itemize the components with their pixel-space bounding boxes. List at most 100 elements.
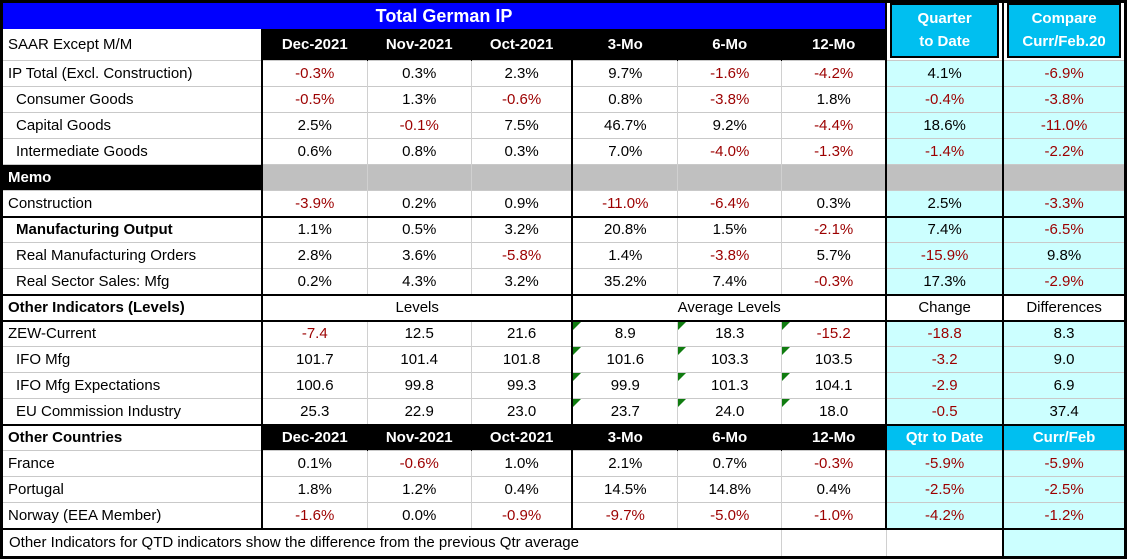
compare-value-cell: -2.2% [1002, 138, 1126, 165]
corner-marker-icon [574, 321, 582, 330]
value-cell: -0.9% [470, 502, 573, 529]
value-cell: 1.8% [261, 476, 368, 503]
table-row: ZEW-Current -7.4 12.5 21.6 8.9 18.3 -15.2 -18.8… [1, 320, 1126, 347]
corner-marker-icon [782, 347, 791, 355]
corner-marker-icon [782, 321, 791, 330]
compare-header-line1: Compare [1031, 10, 1097, 27]
value-cell: 101.7 [261, 346, 368, 373]
qtd-value-cell: -2.9 [885, 372, 1004, 399]
value-cell: 0.1% [261, 450, 368, 477]
table-row: Consumer Goods -0.5% 1.3% -0.6% 0.8% -3.8% 1.8… [1, 86, 1126, 113]
column-header-month-1: Nov-2021 [366, 29, 472, 61]
column-header-period-1: 6-Mo [677, 423, 782, 451]
value-cell: 1.2% [366, 476, 472, 503]
qtd-value-cell: 18.6% [885, 112, 1004, 139]
qtd-value-cell: -15.9% [885, 242, 1004, 269]
value-cell: 18.3 [677, 320, 782, 347]
value-cell: 0.3% [470, 138, 573, 165]
qtd-value-cell: -2.5% [885, 476, 1004, 503]
compare-value-cell: 9.8% [1002, 242, 1126, 269]
value-cell: 2.8% [261, 242, 368, 269]
value-cell: 0.3% [781, 190, 887, 217]
table-row: Other Indicators (Levels) Levels Average L… [1, 293, 1126, 322]
footer-empty-qtd-cell [885, 527, 1004, 558]
corner-marker-icon [678, 373, 687, 381]
value-cell: 1.1% [261, 215, 368, 243]
value-cell: 0.5% [366, 215, 472, 243]
row-label: ZEW-Current [1, 320, 263, 347]
value-cell: 103.3 [677, 346, 782, 373]
memo-band-cell [1002, 164, 1126, 191]
column-header-period-2: 12-Mo [781, 423, 887, 451]
value-cell: 99.8 [366, 372, 472, 399]
qtd-value-cell: -0.4% [885, 86, 1004, 113]
qtd-value-cell: -1.4% [885, 138, 1004, 165]
table-row: Real Sector Sales: Mfg 0.2% 4.3% 3.2% 35.2% 7… [1, 268, 1126, 295]
table-row: Portugal 1.8% 1.2% 0.4% 14.5% 14.8% 0.4% -2.5% -… [1, 476, 1126, 503]
value-cell: 25.3 [261, 398, 368, 425]
value-cell: 0.8% [366, 138, 472, 165]
table-row: France 0.1% -0.6% 1.0% 2.1% 0.7% -0.3% -5.9% -5.… [1, 450, 1126, 477]
value-cell: -0.1% [366, 112, 472, 139]
table-row: Manufacturing Output 1.1% 0.5% 3.2% 20.8% 1.5… [1, 215, 1126, 243]
memo-band-cell [571, 164, 678, 191]
corner-marker-icon [574, 347, 582, 355]
table-row: Norway (EEA Member) -1.6% 0.0% -0.9% -9.7% -5… [1, 502, 1126, 529]
qtd-header-box: Quarter to Date [890, 3, 1000, 58]
column-header-month-0: Dec-2021 [261, 29, 368, 61]
memo-band-cell [470, 164, 573, 191]
value-cell: 23.7 [571, 398, 678, 425]
months-span-header: Levels [261, 293, 573, 322]
row-label: IFO Mfg Expectations [1, 372, 263, 399]
table-row: EU Commission Industry 25.3 22.9 23.0 23.7 24… [1, 398, 1126, 425]
value-cell: -4.0% [677, 138, 782, 165]
column-header-month-2: Oct-2021 [470, 423, 573, 451]
corner-marker-icon [678, 399, 687, 407]
row-label: Portugal [1, 476, 263, 503]
column-header-period-0: 3-Mo [571, 29, 678, 61]
value-cell: -2.1% [781, 215, 887, 243]
value-cell: 35.2% [571, 268, 678, 295]
value-cell: -4.2% [781, 60, 887, 87]
value-cell: -3.9% [261, 190, 368, 217]
value-cell: 23.0 [470, 398, 573, 425]
compare-section-header: Curr/Feb [1002, 423, 1126, 451]
qtd-header-line2: to Date [919, 32, 971, 50]
value-cell: 104.1 [781, 372, 887, 399]
value-cell: 5.7% [781, 242, 887, 269]
compare-value-cell: 6.9 [1002, 372, 1126, 399]
qtd-value-cell: -0.5 [885, 398, 1004, 425]
compare-column-header: Compare Curr/Feb.20 [1002, 1, 1126, 61]
row-label: Intermediate Goods [1, 138, 263, 165]
column-header-period-0: 3-Mo [571, 423, 678, 451]
value-cell: 1.0% [470, 450, 573, 477]
compare-value-cell: 37.4 [1002, 398, 1126, 425]
footer-empty-cell [781, 527, 887, 558]
row-label: Capital Goods [1, 112, 263, 139]
value-cell: -0.3% [261, 60, 368, 87]
value-cell: -3.8% [677, 242, 782, 269]
value-cell: 101.3 [677, 372, 782, 399]
value-cell: 101.4 [366, 346, 472, 373]
value-cell: 100.6 [261, 372, 368, 399]
table-row: IP Total (Excl. Construction) -0.3% 0.3% 2.… [1, 60, 1126, 87]
corner-marker-icon [782, 399, 791, 407]
value-cell: -6.4% [677, 190, 782, 217]
section-header-label: Other Indicators (Levels) [1, 293, 263, 322]
qtd-value-cell: -4.2% [885, 502, 1004, 529]
value-cell: 2.3% [470, 60, 573, 87]
value-cell: 3.6% [366, 242, 472, 269]
compare-value-cell: -5.9% [1002, 450, 1126, 477]
value-cell: 0.7% [677, 450, 782, 477]
table-title: Total German IP [1, 1, 887, 30]
memo-band-cell [366, 164, 472, 191]
compare-value-cell: -6.9% [1002, 60, 1126, 87]
memo-band-cell [885, 164, 1004, 191]
table-row: Other Countries Dec-2021 Nov-2021 Oct-2021 3… [1, 423, 1126, 451]
compare-value-cell: -3.3% [1002, 190, 1126, 217]
value-cell: -4.4% [781, 112, 887, 139]
value-cell: 18.0 [781, 398, 887, 425]
qtd-subheader: Change [885, 293, 1004, 322]
corner-marker-icon [574, 373, 582, 381]
